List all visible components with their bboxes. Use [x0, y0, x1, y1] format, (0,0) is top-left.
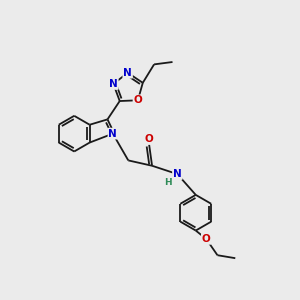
Text: O: O: [145, 134, 154, 144]
Text: N: N: [109, 129, 117, 139]
Text: H: H: [165, 178, 172, 188]
Text: N: N: [123, 68, 132, 78]
Text: N: N: [173, 169, 182, 179]
Text: O: O: [202, 234, 211, 244]
Text: O: O: [134, 95, 142, 105]
Text: N: N: [109, 79, 118, 89]
